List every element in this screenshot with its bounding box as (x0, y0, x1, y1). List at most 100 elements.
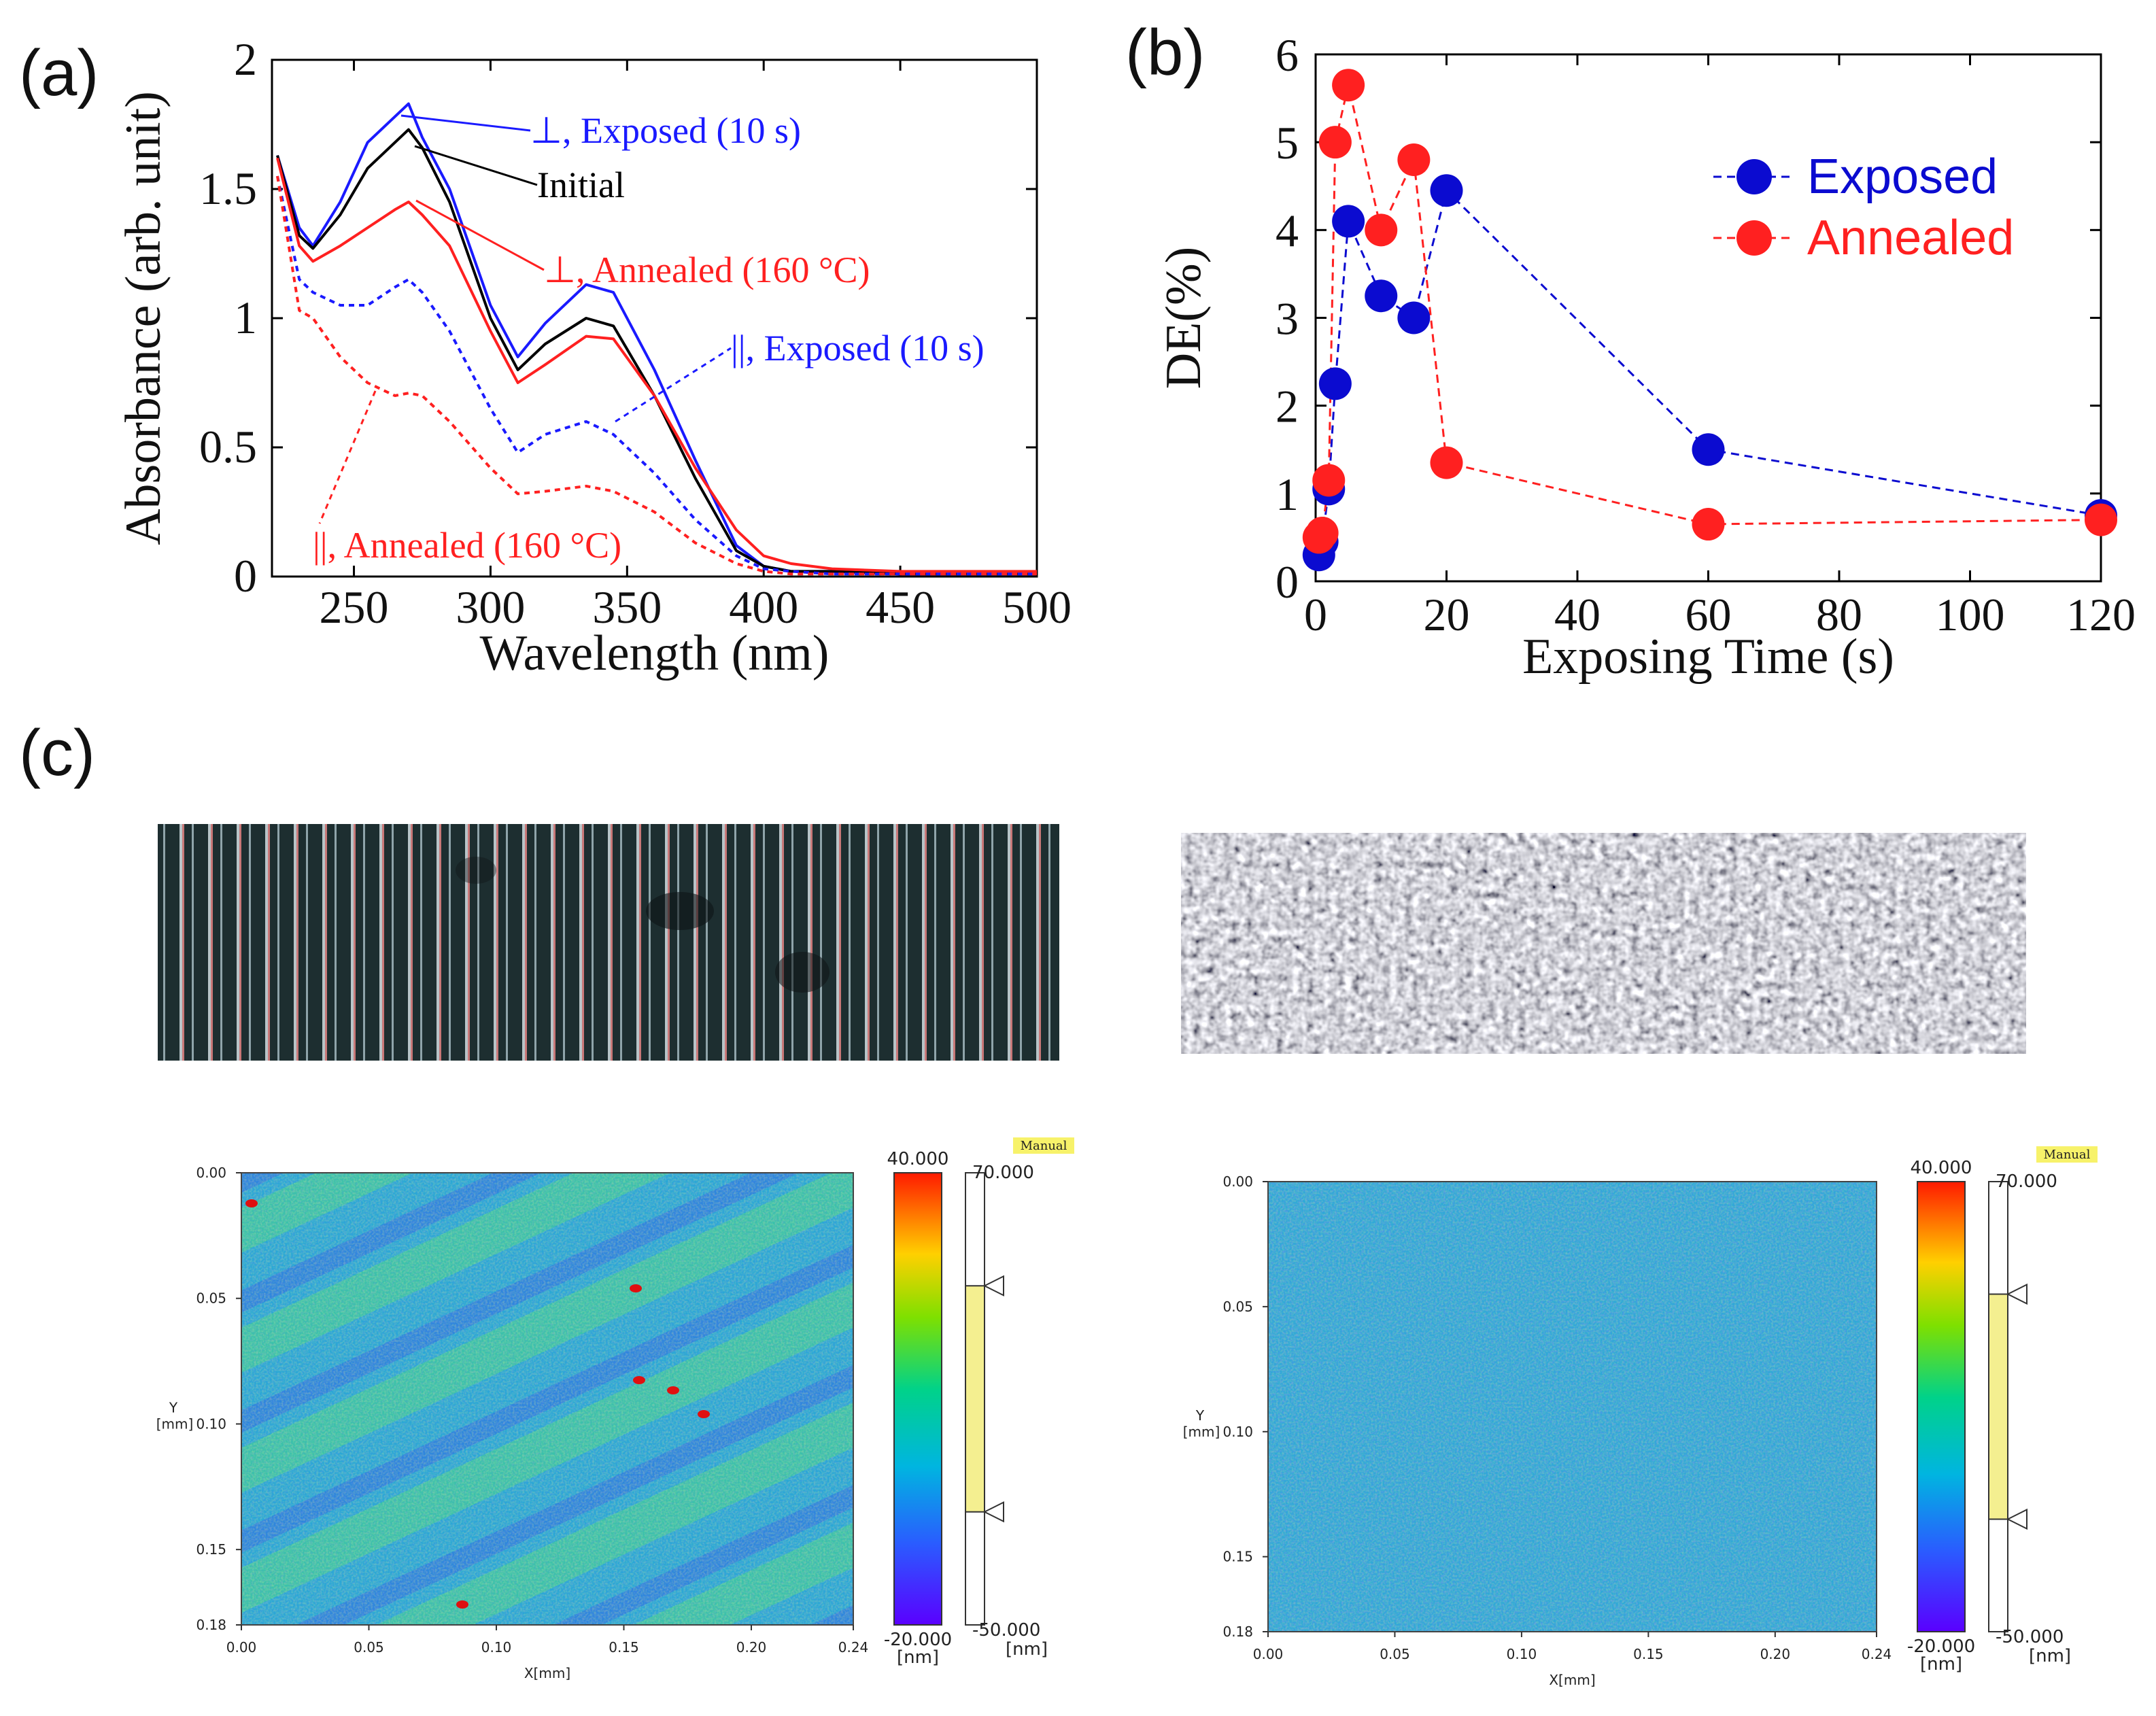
data-point (1312, 464, 1346, 497)
map-y-axis-unit: [mm] (156, 1415, 194, 1432)
map-x-tick-label: 0.05 (354, 1639, 384, 1655)
y-tick-label: 6 (1276, 29, 1299, 81)
data-point (1430, 446, 1463, 479)
annotation-leader (318, 390, 377, 524)
map-y-tick-label: 0.00 (196, 1165, 226, 1181)
data-point (2085, 503, 2117, 536)
legend-marker (1736, 220, 1772, 256)
range-bar-selection (1988, 1293, 2008, 1520)
data-point (1692, 508, 1725, 541)
legend-label: Annealed (1807, 211, 2014, 265)
data-point (1332, 69, 1365, 102)
y-tick-label: 0 (1276, 556, 1299, 608)
range-bar-unit: [nm] (2029, 1646, 2071, 1666)
x-tick-label: 120 (2066, 589, 2136, 640)
map-x-tick-label: 0.00 (226, 1639, 257, 1655)
x-tick-label: 20 (1424, 589, 1470, 640)
spectrum-line (276, 157, 1037, 573)
annotation-leader (400, 114, 531, 132)
manual-badge (1013, 1137, 1074, 1154)
data-point (1318, 126, 1352, 159)
map-x-axis-title: X[mm] (524, 1665, 570, 1681)
series-line (1318, 84, 2102, 538)
data-point (1365, 279, 1398, 313)
series-points (1302, 69, 2117, 572)
legend-label: Exposed (1807, 150, 1998, 204)
panel-label-a: (a) (19, 37, 99, 109)
map-y-axis-letter: Y (169, 1399, 178, 1415)
x-tick-label: 300 (456, 581, 525, 633)
data-point (1692, 433, 1725, 466)
map-x-tick-label: 0.10 (481, 1639, 512, 1655)
manual-label: Manual (2044, 1148, 2091, 1162)
de-vs-time-chart: 0 20 40 60 80 100 120 0 1 2 3 4 5 6 Exposed Annealed E… (1156, 29, 2136, 685)
colorbar (893, 1172, 942, 1626)
x-tick-label: 350 (592, 581, 662, 633)
data-point (1318, 367, 1352, 400)
data-point (1332, 205, 1365, 238)
colorbar-unit: [nm] (897, 1647, 939, 1668)
axis-ticks: 0 20 40 60 80 100 120 0 1 2 3 4 5 6 (1276, 29, 2136, 640)
map-x-tick-label: 0.15 (609, 1639, 639, 1655)
colorbar-min: -20.000 (884, 1630, 952, 1650)
map-y-tick-label: 0.05 (196, 1290, 226, 1307)
range-handle (982, 1275, 1004, 1297)
map-y-tick-label: 0.00 (1222, 1173, 1253, 1190)
x-tick-label: 400 (729, 581, 798, 633)
annotation-label: Initial (537, 165, 625, 205)
height-spot (667, 1386, 679, 1394)
data-point (1397, 301, 1431, 334)
spectra-lines (276, 102, 1037, 576)
height-spot (245, 1199, 258, 1207)
map-x-tick-label: 0.24 (1862, 1646, 1892, 1662)
map-y-tick-label: 0.18 (196, 1617, 226, 1633)
data-point (1430, 174, 1463, 207)
annotation-leader (615, 347, 732, 423)
series-lines (1318, 84, 2102, 555)
range-bar-min: -50.000 (1996, 1627, 2064, 1647)
manual-label: Manual (1021, 1139, 1067, 1153)
micrograph-annealed (1181, 833, 2026, 1054)
map-y-tick-label: 0.10 (1222, 1424, 1253, 1440)
annotation-label: ⊥, Annealed (160 °C) (544, 250, 870, 290)
height-map-texture-dark (241, 1173, 853, 1625)
height-map-frame (241, 1172, 854, 1626)
height-map-right: 0.00 0.05 0.10 0.15 0.20 0.24 0.00 0.05 0.10 0.15… (1183, 1146, 2098, 1688)
x-tick-label: 100 (1936, 589, 2005, 640)
x-axis-title: Exposing Time (s) (1522, 629, 1894, 685)
range-bar-max: 70.000 (1996, 1171, 2057, 1192)
annotation-label: ||, Annealed (160 °C) (313, 525, 621, 566)
x-tick-label: 80 (1816, 589, 1862, 640)
curve-annotations: ⊥, Exposed (10 s) Initial ⊥, Annealed (160… (313, 110, 985, 566)
absorbance-chart: 250 300 350 400 450 500 0 0.5 1 1.5 2 ⊥, Exposed (… (116, 33, 1072, 681)
map-y-tick-label: 0.05 (1222, 1299, 1253, 1315)
range-handle (2006, 1508, 2027, 1530)
colorbar (1917, 1181, 1966, 1632)
data-point (1397, 143, 1431, 176)
map-y-tick-label: 0.15 (1222, 1549, 1253, 1565)
y-tick-label: 2 (1276, 381, 1299, 432)
map-y-tick-label: 0.15 (196, 1541, 226, 1558)
x-tick-label: 450 (866, 581, 935, 633)
y-tick-label: 1.5 (199, 162, 257, 214)
x-tick-label: 500 (1002, 581, 1072, 633)
x-tick-label: 40 (1554, 589, 1601, 640)
annotation-label: ⊥, Exposed (10 s) (530, 110, 801, 151)
spectrum-line (276, 175, 1037, 576)
y-tick-label: 0.5 (199, 421, 257, 473)
legend: Exposed Annealed (1713, 150, 2014, 265)
x-tick-label: 60 (1686, 589, 1732, 640)
annotation-leader (415, 199, 545, 271)
height-map-left: 0.00 0.05 0.10 0.15 0.20 0.24 0.00 0.05 0.10 0.15… (156, 1137, 1074, 1681)
y-tick-label: 1 (234, 292, 257, 343)
spectrum-line (276, 175, 1037, 576)
legend-marker (1736, 159, 1772, 194)
panel-label-b: (b) (1125, 16, 1205, 89)
map-y-tick-label: 0.18 (1222, 1624, 1253, 1640)
map-y-axis-unit: [mm] (1183, 1424, 1220, 1440)
range-handle (982, 1501, 1004, 1523)
map-y-tick-label: 0.10 (196, 1415, 226, 1432)
map-y-axis-letter: Y (1195, 1407, 1205, 1424)
annotation-leader (414, 145, 538, 186)
